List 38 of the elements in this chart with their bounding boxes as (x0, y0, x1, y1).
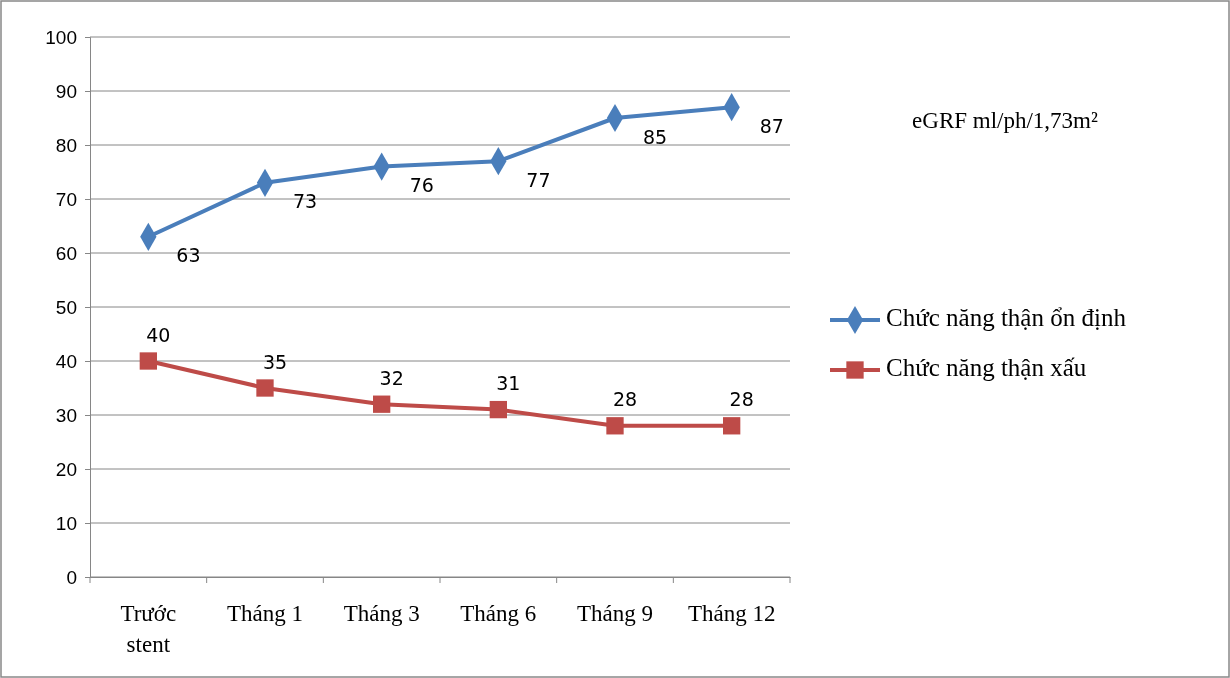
y-tick-label: 80 (55, 134, 77, 156)
data-label: 77 (526, 168, 551, 191)
text: eGRF ml/ph/1,73m² (912, 108, 1098, 133)
y-tick-label: 60 (55, 242, 77, 264)
point (606, 417, 624, 435)
y-tick-label: 90 (55, 80, 77, 102)
data-label: 73 (293, 190, 318, 213)
data-label: 28 (612, 388, 638, 411)
data-label: 87 (759, 114, 784, 137)
data-label: 40 (146, 323, 171, 346)
legend-label: Chức năng thận xấu (886, 353, 1087, 381)
data-label: 32 (379, 366, 404, 389)
x-tick-label: Tháng 9 (576, 601, 654, 626)
y-tick-label: 100 (45, 26, 77, 48)
legend-label: Chức năng thận ổn định (886, 303, 1127, 331)
point (489, 400, 507, 419)
data-label: 31 (496, 372, 521, 395)
data-label: 63 (176, 244, 201, 267)
point (139, 352, 157, 370)
x-tick-label: Trước stent (120, 601, 177, 657)
data-label: 35 (262, 350, 288, 373)
point (723, 417, 741, 435)
y-tick-label: 30 (55, 404, 77, 426)
y-tick-label: 10 (55, 512, 77, 534)
data-label: 85 (643, 125, 668, 148)
data-label: 28 (729, 388, 754, 411)
x-tick-label: Tháng 3 (343, 601, 420, 626)
point (373, 395, 391, 413)
x-tick-label: Tháng 6 (460, 601, 537, 626)
y-tick-label: 70 (55, 188, 77, 210)
y-tick-label: 0 (66, 566, 77, 588)
y-tick-label: 40 (55, 350, 77, 372)
y-tick-label: 20 (55, 458, 77, 480)
data-label: 76 (409, 174, 434, 197)
point (256, 379, 274, 397)
y-tick-label: 50 (55, 296, 77, 318)
x-tick-label: Tháng 1 (226, 601, 304, 626)
x-tick-label: Tháng 12 (687, 601, 776, 626)
